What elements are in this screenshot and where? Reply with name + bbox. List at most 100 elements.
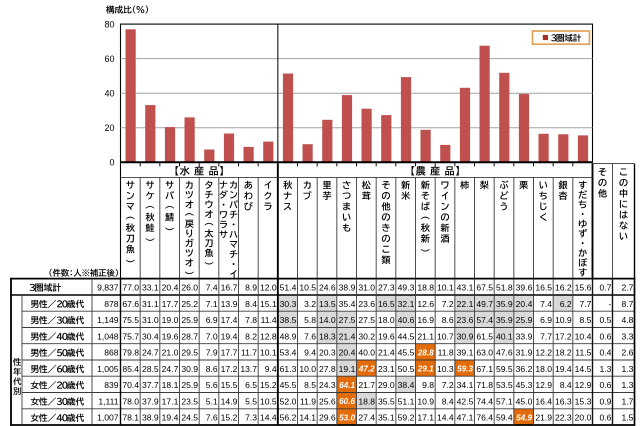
svg-text:27.3: 27.3 xyxy=(378,283,395,293)
svg-text:39.6: 39.6 xyxy=(516,283,533,293)
svg-text:25.6: 25.6 xyxy=(319,396,336,406)
svg-text:12.0: 12.0 xyxy=(260,283,277,293)
svg-text:80: 80 xyxy=(104,19,114,29)
svg-text:37.9: 37.9 xyxy=(142,396,159,406)
svg-text:21.4: 21.4 xyxy=(339,331,356,341)
svg-text:12.6: 12.6 xyxy=(417,299,434,309)
svg-text:7.9: 7.9 xyxy=(206,348,218,358)
svg-text:5.6: 5.6 xyxy=(206,380,218,390)
svg-text:30.3: 30.3 xyxy=(280,299,297,309)
svg-text:53.5: 53.5 xyxy=(496,380,513,390)
svg-text:27.5: 27.5 xyxy=(358,315,375,325)
svg-text:12.9: 12.9 xyxy=(575,380,592,390)
svg-text:30.9: 30.9 xyxy=(457,331,474,341)
svg-text:13.7: 13.7 xyxy=(240,364,257,374)
svg-text:28.5: 28.5 xyxy=(142,364,159,374)
svg-text:59.5: 59.5 xyxy=(496,364,513,374)
svg-text:53.4: 53.4 xyxy=(280,348,297,358)
svg-text:18.1: 18.1 xyxy=(162,380,179,390)
svg-text:85.4: 85.4 xyxy=(122,364,139,374)
svg-text:1,005: 1,005 xyxy=(97,364,119,374)
svg-text:67.5: 67.5 xyxy=(476,283,493,293)
svg-text:30.9: 30.9 xyxy=(181,364,198,374)
svg-text:7.7: 7.7 xyxy=(579,299,591,309)
svg-text:29.5: 29.5 xyxy=(181,348,198,358)
svg-text:13.5: 13.5 xyxy=(319,299,336,309)
svg-text:56.2: 56.2 xyxy=(280,413,297,423)
svg-text:1.5: 1.5 xyxy=(621,413,633,423)
svg-text:59.4: 59.4 xyxy=(496,413,513,423)
svg-text:11.8: 11.8 xyxy=(438,348,454,358)
svg-text:35.9: 35.9 xyxy=(496,299,513,309)
svg-text:25.2: 25.2 xyxy=(181,299,198,309)
svg-text:7.2: 7.2 xyxy=(442,380,454,390)
svg-text:40.1: 40.1 xyxy=(496,331,513,341)
svg-text:18.8: 18.8 xyxy=(417,283,434,293)
svg-text:29.6: 29.6 xyxy=(319,413,336,423)
svg-text:15.6: 15.6 xyxy=(575,283,592,293)
svg-text:8.4: 8.4 xyxy=(442,396,454,406)
svg-text:30.2: 30.2 xyxy=(358,331,375,341)
svg-text:0.6: 0.6 xyxy=(599,380,611,390)
svg-text:9,837: 9,837 xyxy=(97,283,119,293)
svg-text:8.5: 8.5 xyxy=(304,380,316,390)
svg-text:19.1: 19.1 xyxy=(339,364,356,374)
svg-text:27.5: 27.5 xyxy=(339,315,356,325)
svg-text:6.9: 6.9 xyxy=(540,315,552,325)
svg-text:49.7: 49.7 xyxy=(476,299,493,309)
svg-text:75.5: 75.5 xyxy=(122,315,139,325)
svg-text:6.5: 6.5 xyxy=(245,380,257,390)
svg-text:24.5: 24.5 xyxy=(181,413,198,423)
svg-text:10.1: 10.1 xyxy=(437,283,454,293)
svg-text:35.5: 35.5 xyxy=(378,396,395,406)
svg-text:5.1: 5.1 xyxy=(206,396,218,406)
svg-text:12.2: 12.2 xyxy=(535,348,552,358)
svg-text:63.0: 63.0 xyxy=(476,348,493,358)
svg-text:9.4: 9.4 xyxy=(265,364,277,374)
svg-text:16.4: 16.4 xyxy=(535,396,552,406)
svg-text:20.4: 20.4 xyxy=(516,299,533,309)
svg-text:45.5: 45.5 xyxy=(280,380,297,390)
svg-text:0.6: 0.6 xyxy=(599,413,611,423)
svg-text:12.9: 12.9 xyxy=(535,380,552,390)
svg-text:23.6: 23.6 xyxy=(457,315,474,325)
svg-text:11.9: 11.9 xyxy=(300,396,316,406)
svg-text:19.0: 19.0 xyxy=(162,315,179,325)
svg-text:7.4: 7.4 xyxy=(206,283,218,293)
svg-text:8.6: 8.6 xyxy=(442,315,454,325)
svg-text:10.5: 10.5 xyxy=(260,396,277,406)
svg-text:36.2: 36.2 xyxy=(516,364,533,374)
svg-text:60.6: 60.6 xyxy=(339,397,355,406)
svg-text:21.1: 21.1 xyxy=(417,331,434,341)
svg-text:0.7: 0.7 xyxy=(599,283,611,293)
svg-text:74.4: 74.4 xyxy=(476,396,493,406)
svg-text:71.8: 71.8 xyxy=(476,380,493,390)
svg-text:47.6: 47.6 xyxy=(496,348,513,358)
svg-text:3.2: 3.2 xyxy=(304,299,316,309)
svg-text:25.9: 25.9 xyxy=(516,315,533,325)
svg-text:33.9: 33.9 xyxy=(516,331,533,341)
svg-text:7.0: 7.0 xyxy=(206,331,218,341)
svg-text:32.1: 32.1 xyxy=(398,299,415,309)
svg-text:17.1: 17.1 xyxy=(162,396,179,406)
svg-text:4.8: 4.8 xyxy=(621,315,633,325)
svg-text:7.2: 7.2 xyxy=(442,299,454,309)
svg-text:20.0: 20.0 xyxy=(575,413,592,423)
svg-text:51.8: 51.8 xyxy=(496,283,513,293)
svg-text:2.7: 2.7 xyxy=(621,283,633,293)
svg-text:67.6: 67.6 xyxy=(122,299,139,309)
svg-text:47.1: 47.1 xyxy=(457,413,474,423)
svg-text:10.5: 10.5 xyxy=(299,283,316,293)
svg-text:70.4: 70.4 xyxy=(122,380,139,390)
svg-text:0: 0 xyxy=(109,158,114,168)
svg-text:29.0: 29.0 xyxy=(378,380,395,390)
svg-text:7.3: 7.3 xyxy=(245,413,257,423)
svg-text:1,007: 1,007 xyxy=(97,413,119,423)
svg-text:8.9: 8.9 xyxy=(245,283,257,293)
svg-text:25.9: 25.9 xyxy=(181,315,198,325)
svg-text:1,111: 1,111 xyxy=(98,396,118,406)
svg-text:19.6: 19.6 xyxy=(162,331,179,341)
svg-text:15.2: 15.2 xyxy=(221,413,238,423)
svg-text:25.9: 25.9 xyxy=(181,380,198,390)
svg-text:19.6: 19.6 xyxy=(378,331,395,341)
